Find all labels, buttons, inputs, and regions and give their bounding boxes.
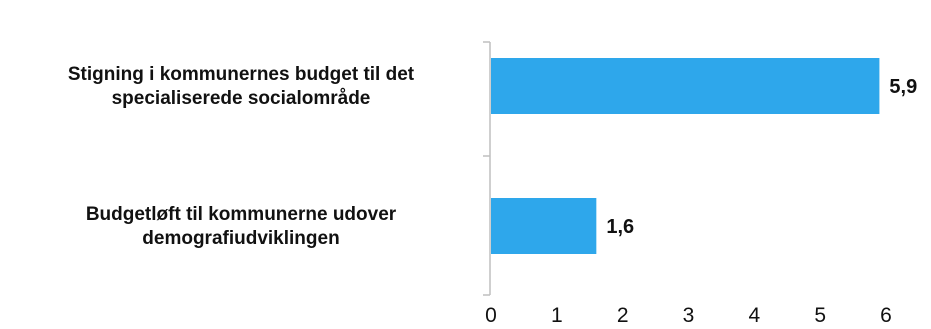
x-tick-label: 4 bbox=[748, 304, 760, 327]
category-label-line: Budgetløft til kommunerne udover bbox=[86, 204, 397, 225]
category-label-1: Stigning i kommunernes budget til det spe… bbox=[68, 64, 415, 109]
x-tick-labels-group: 0 1 2 3 4 5 6 bbox=[485, 304, 892, 327]
x-tick-label: 5 bbox=[814, 304, 826, 327]
x-tick-label: 0 bbox=[485, 304, 497, 327]
category-label-2: Budgetløft til kommunerne udover demograf… bbox=[86, 204, 397, 249]
category-labels-group: Stigning i kommunernes budget til det spe… bbox=[68, 64, 415, 249]
x-tick-label: 1 bbox=[551, 304, 563, 327]
value-label-1: 5,9 bbox=[889, 76, 917, 98]
category-label-line: Stigning i kommunernes budget til det bbox=[68, 64, 415, 85]
bar-1 bbox=[491, 58, 880, 114]
value-labels-group: 5,9 1,6 bbox=[606, 76, 917, 238]
value-label-2: 1,6 bbox=[606, 216, 634, 238]
category-label-line: specialiserede socialområde bbox=[112, 88, 371, 109]
x-tick-label: 3 bbox=[683, 304, 695, 327]
x-tick-label: 2 bbox=[617, 304, 629, 327]
x-tick-label: 6 bbox=[880, 304, 892, 327]
category-label-line: demografiudviklingen bbox=[142, 228, 339, 249]
bars-group bbox=[491, 58, 880, 254]
bar-2 bbox=[491, 198, 597, 254]
